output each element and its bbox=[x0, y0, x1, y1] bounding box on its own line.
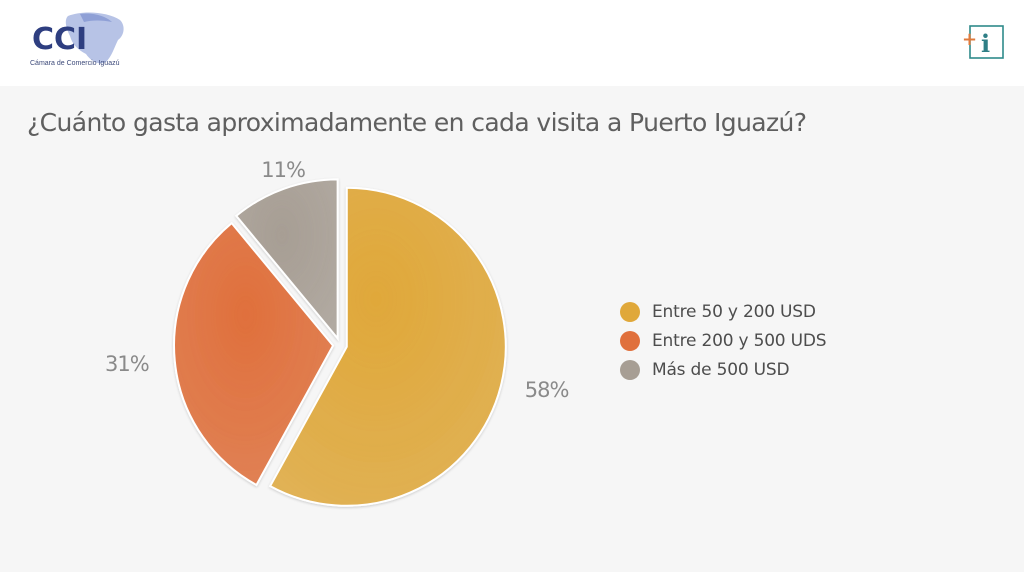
logo-subtitle: Cámara de Comercio Iguazú bbox=[30, 60, 120, 67]
pie-slice bbox=[234, 178, 339, 342]
legend-label: Entre 50 y 200 USD bbox=[652, 301, 816, 322]
legend-item: Entre 50 y 200 USD bbox=[620, 297, 826, 326]
chart-title: ¿Cuánto gasta aproximadamente en cada vi… bbox=[27, 108, 807, 137]
legend-swatch bbox=[620, 330, 640, 351]
data-label: 58% bbox=[525, 378, 569, 402]
legend-label: Más de 500 USD bbox=[652, 359, 790, 380]
chart-legend: Entre 50 y 200 USD Entre 200 y 500 UDS M… bbox=[620, 297, 827, 384]
legend-label: Entre 200 y 500 UDS bbox=[652, 330, 827, 351]
pie-slice bbox=[173, 221, 335, 487]
data-label: 31% bbox=[105, 352, 149, 376]
data-label: 11% bbox=[261, 158, 305, 182]
header-bar: CCI Cámara de Comercio Iguazú + i bbox=[0, 0, 1024, 86]
logo-map-graphic bbox=[65, 12, 124, 64]
legend-item: Más de 500 USD bbox=[620, 355, 826, 384]
svg-text:i: i bbox=[981, 29, 990, 58]
legend-swatch bbox=[620, 359, 640, 380]
logo-text: CCI bbox=[32, 22, 88, 57]
legend-swatch bbox=[620, 301, 640, 322]
cci-logo: CCI Cámara de Comercio Iguazú bbox=[28, 10, 138, 72]
info-plus-icon[interactable]: + i bbox=[962, 22, 1006, 62]
pie-slice bbox=[268, 186, 507, 507]
legend-item: Entre 200 y 500 UDS bbox=[620, 326, 827, 355]
svg-text:+: + bbox=[962, 29, 977, 50]
